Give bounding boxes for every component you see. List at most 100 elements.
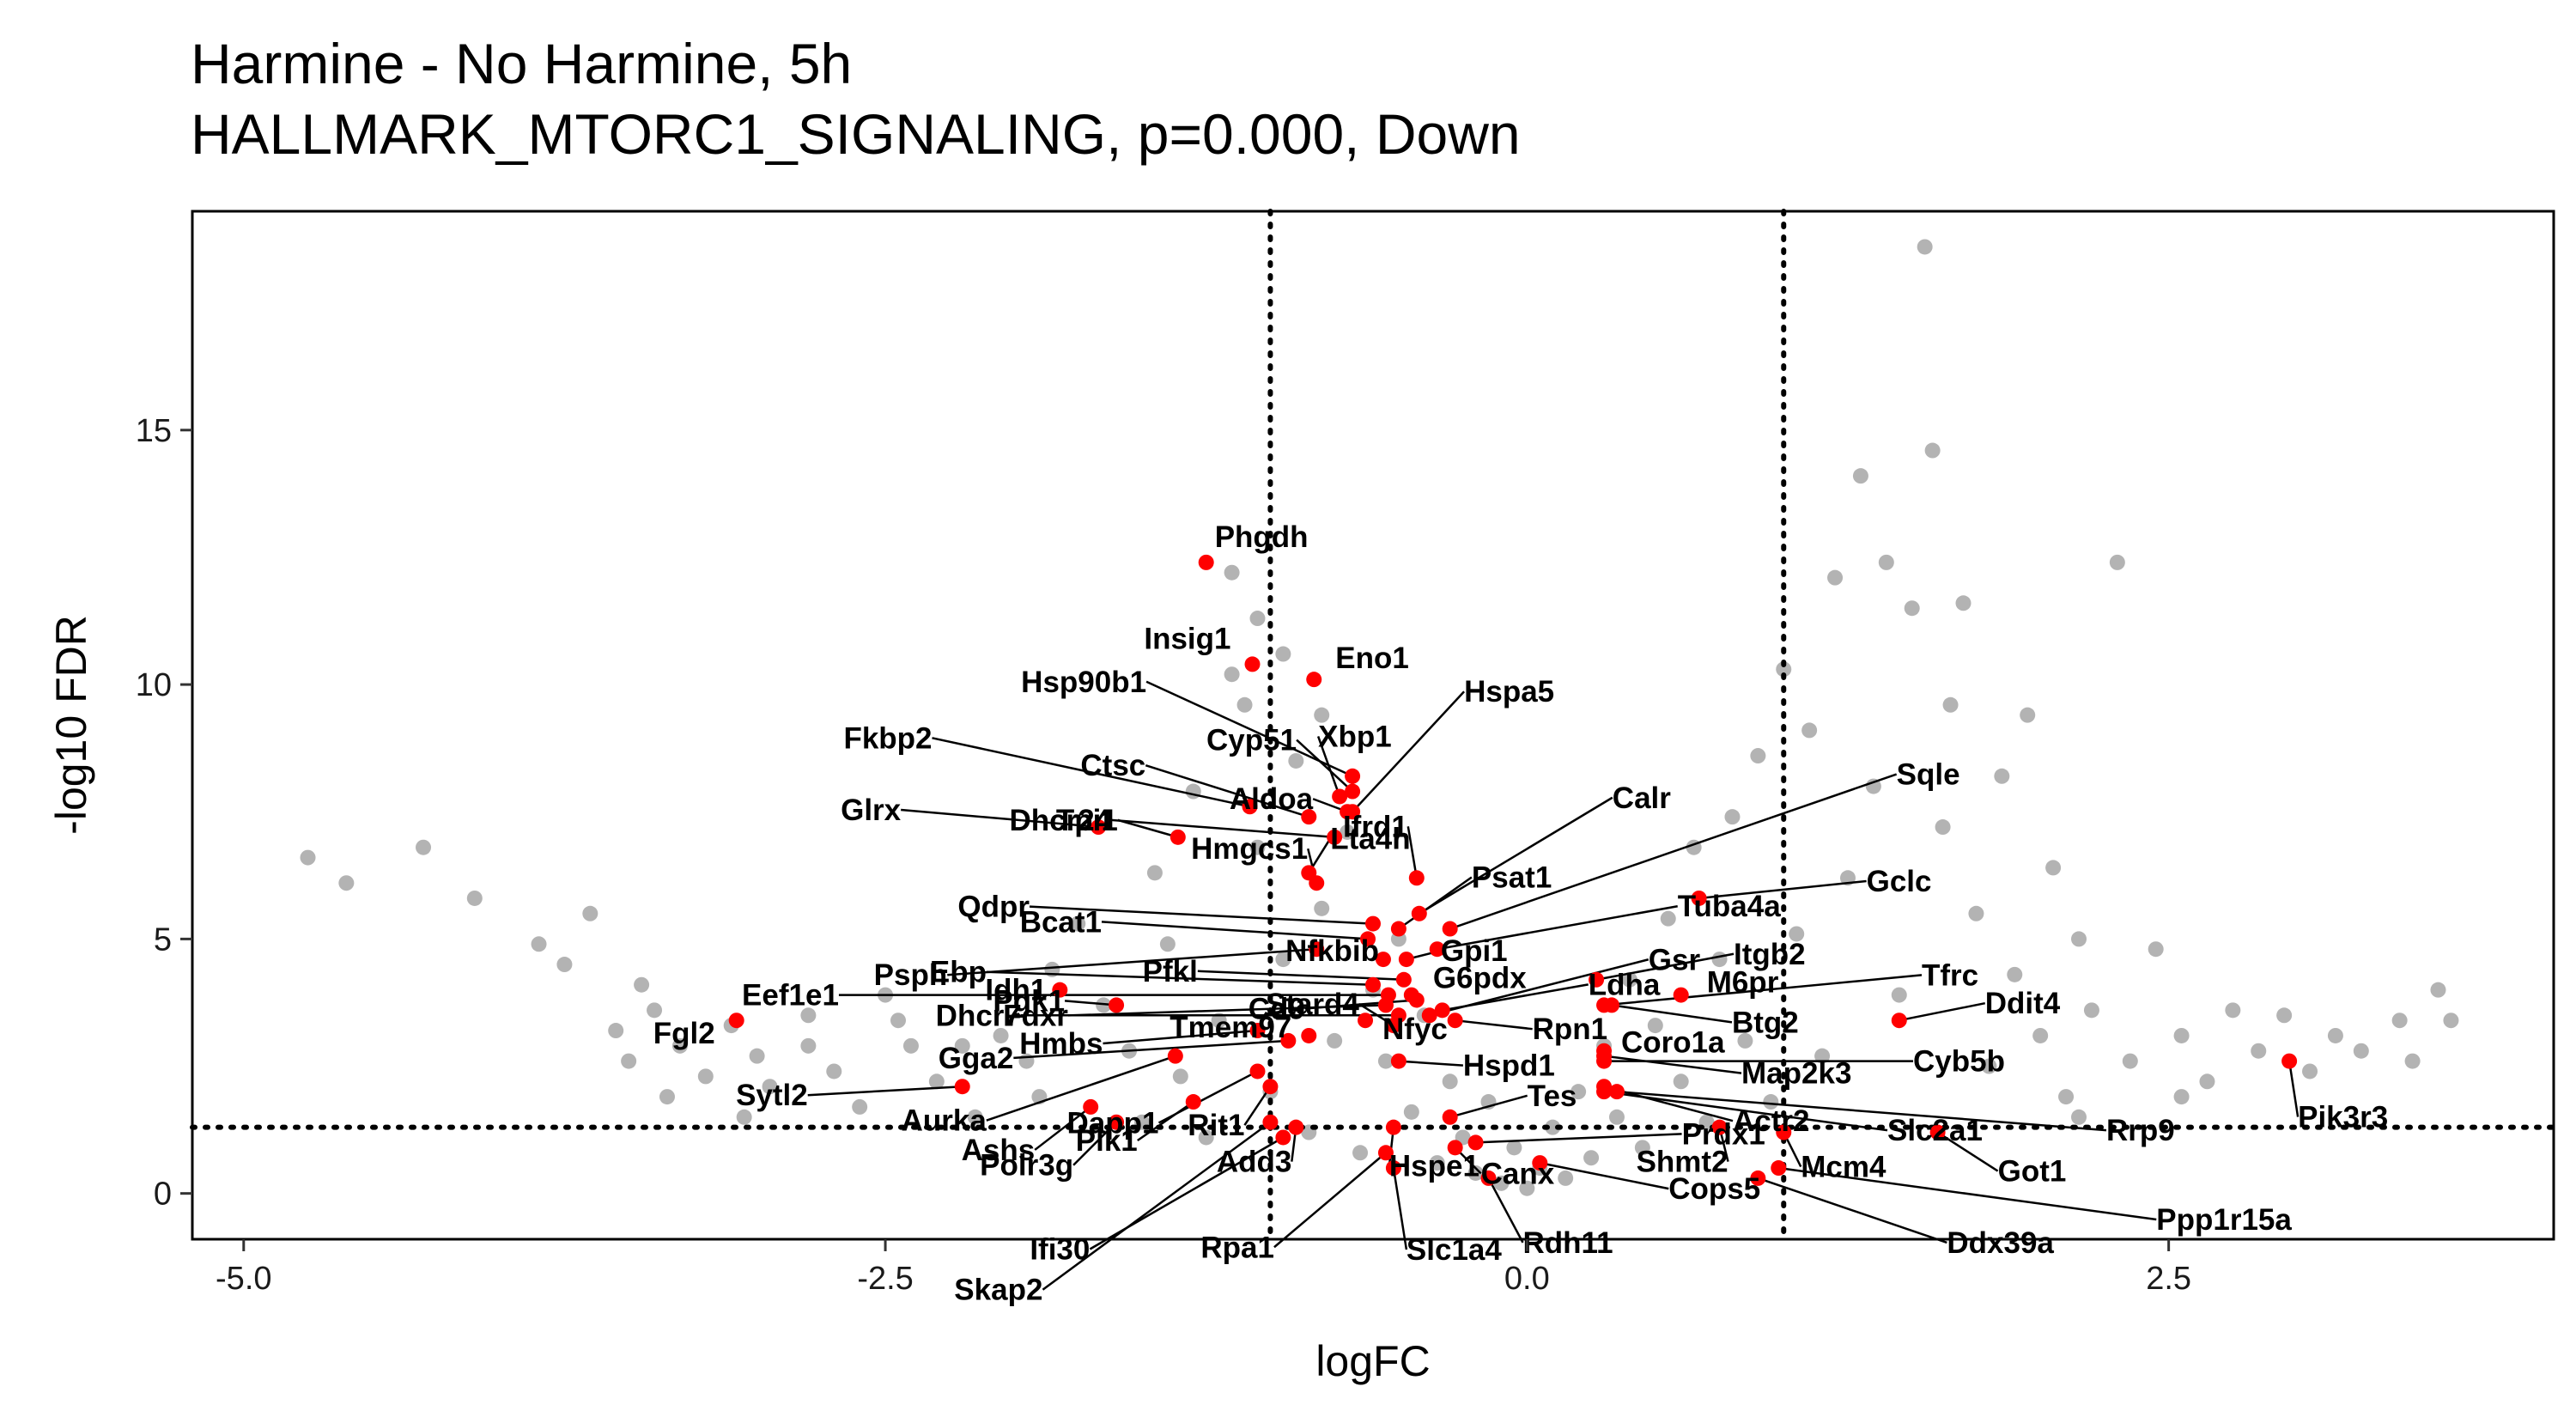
leader-line-rpa1 [1273,1152,1387,1249]
y-tick-label-0: 0 [154,1177,172,1213]
gene-label-rrp9: Rrp9 [2106,1114,2175,1147]
data-point-78 [1737,1032,1753,1049]
highlight-point-fgl2 [728,1013,744,1029]
data-point-110 [2173,1027,2190,1043]
data-point-66 [1583,1150,1600,1166]
x-tick-label-2: 0.0 [1504,1261,1550,1297]
data-point-94 [1935,819,1951,836]
x-axis-title: logFC [1315,1337,1430,1385]
highlight-point-rit1 [1262,1079,1279,1095]
leader-line-prdx1 [1475,1133,1682,1144]
leader-line-sytl2 [807,1085,963,1097]
highlight-point-gga2 [1280,1032,1297,1049]
data-point-39 [1236,696,1253,713]
data-point-111 [2199,1073,2215,1090]
highlight-point-itgb2 [1589,971,1605,988]
highlight-point-hspe1 [1385,1119,1401,1135]
data-point-40 [1249,839,1266,855]
highlight-point-pgk1 [1109,997,1125,1013]
data-point-59 [1493,1175,1510,1191]
gene-label-pgk1: Pgk1 [993,984,1065,1018]
gene-label-tfrc: Tfrc [1922,958,1978,992]
data-point-118 [2391,1013,2408,1029]
chart-title-line-2: HALLMARK_MTORC1_SIGNALING, p=0.000, Down [191,102,1521,166]
y-axis: 0 5 10 15 [136,413,192,1213]
data-point-34 [1172,1068,1188,1085]
data-point-19 [852,1098,868,1115]
gene-label-g6pdx: G6pdx [1433,962,1527,995]
leader-line-aurka [986,1055,1176,1122]
highlight-point-cyb5b [1596,1053,1613,1069]
leader-line-dhcr24 [1111,818,1335,839]
data-point-103 [2045,860,2062,876]
highlight-point-tpi1 [1170,829,1186,845]
highlight-point-dapp1 [1249,1063,1266,1079]
gene-label-hspd1: Hspd1 [1463,1049,1555,1083]
leader-line-itgb2 [1595,952,1735,982]
highlight-point-m6pr [1673,987,1689,1003]
data-point-8 [647,1002,663,1019]
data-point-12 [659,1089,675,1105]
highlight-point-ldha [1434,1002,1450,1019]
data-point-80 [1763,1094,1779,1110]
highlight-point-g6pdx [1403,987,1419,1003]
gene-label-rpn1: Rpn1 [1533,1013,1608,1046]
gene-label-tuba4a: Tuba4a [1678,890,1781,923]
highlight-point-pfkl [1395,971,1412,988]
data-point-99 [1994,768,2010,784]
leader-line-bcat1 [1101,921,1369,940]
gene-label-idh1: Idh1 [985,974,1047,1007]
plot-panel-border [191,210,2555,1241]
highlight-point-insig1 [1244,656,1261,672]
data-point-68 [1608,1109,1625,1125]
data-point-131 [1314,707,1330,723]
data-point-21 [902,1037,919,1054]
gene-label-ebp: Ebp [930,956,987,989]
leader-line-ldha [1442,983,1589,1012]
highlight-point-ashs [1083,1098,1099,1115]
leader-line-rpn1 [1455,1019,1533,1031]
data-point-102 [2032,1027,2049,1043]
gene-label-actr2: Actr2 [1733,1104,1809,1138]
data-point-70 [1634,1140,1650,1156]
highlight-point-fkbp2 [1242,799,1258,815]
highlight-point-ctsc [1301,809,1317,825]
gene-label-psph: Psph [874,958,948,992]
leader-line-ebp [986,970,1374,986]
leader-line-ppp1r15a [1778,1166,2157,1221]
gene-label-hsp90b1: Hsp90b1 [1021,666,1146,699]
leader-line-gclc [1698,879,1867,900]
gene-label-add3: Add3 [1217,1146,1292,1179]
highlight-point-tmem97 [1301,1027,1317,1043]
leader-line-hspd1 [1398,1060,1463,1067]
data-point-90 [1891,987,1907,1003]
leader-line-tfrc [1603,974,1923,1006]
data-point-101 [2020,707,2036,723]
data-point-130 [1275,646,1291,662]
highlight-point-eno1 [1306,672,1322,688]
highlight-point-calr [1411,905,1427,921]
highlight-point-mcm4 [1776,1124,1792,1140]
y-tick-label-2: 10 [136,667,172,703]
gene-label-hspa5: Hspa5 [1464,675,1554,708]
gene-label-ifrd1: Ifrd1 [1343,810,1408,843]
gene-label-calr: Calr [1613,781,1671,815]
background-points [300,239,2459,1196]
data-point-92 [1917,239,1933,255]
highlight-point-got1 [1929,1124,1946,1140]
gene-label-ashs: Ashs [962,1134,1036,1167]
data-point-113 [2251,1043,2267,1059]
data-point-61 [1519,1180,1535,1196]
highlight-point-xbp1 [1332,788,1348,805]
gene-label-coro1a: Coro1a [1621,1026,1725,1060]
leader-line-psph [947,947,1317,976]
data-point-87 [1852,468,1868,484]
x-tick-label-0: -5.0 [216,1261,271,1297]
gene-label-tes: Tes [1528,1079,1577,1113]
highlight-point-skap2 [1262,1114,1279,1130]
data-point-63 [1545,1119,1561,1135]
data-point-0 [300,849,316,866]
data-point-55 [1442,1073,1458,1090]
gene-label-gpi1: Gpi1 [1441,934,1508,968]
data-point-123 [2173,1089,2190,1105]
